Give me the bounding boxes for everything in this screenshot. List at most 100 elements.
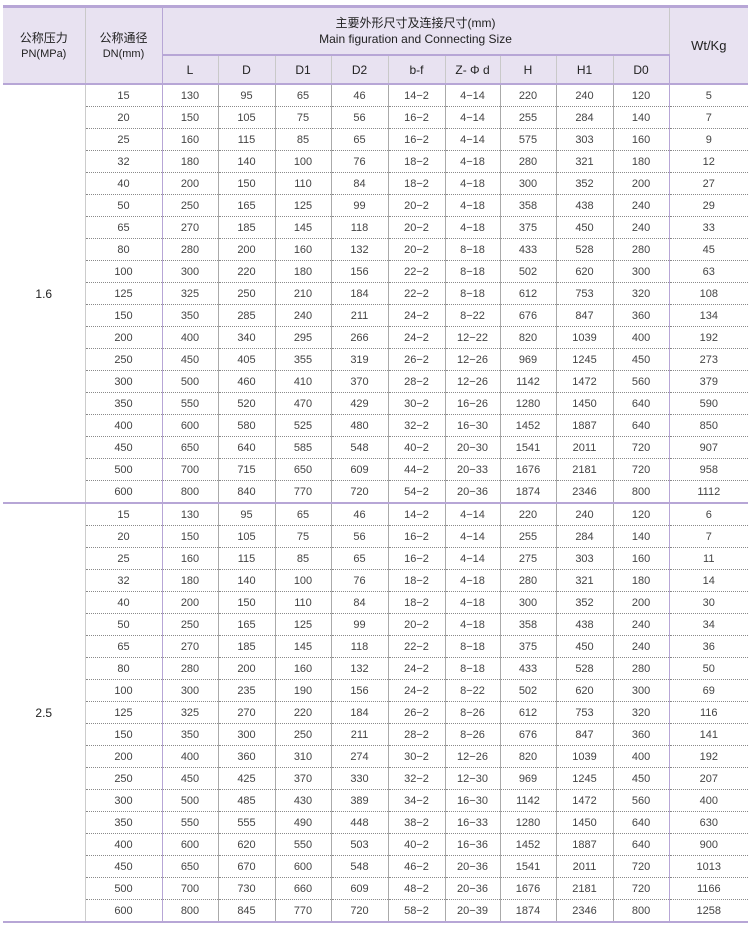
table-cell: 400 <box>85 414 163 437</box>
table-cell: 370 <box>275 767 332 790</box>
table-cell: 4−14 <box>445 503 501 526</box>
table-cell: 1280 <box>500 392 557 415</box>
table-row: 400 600 580 525 480 32−2 16−30 1452 1887 640 850 <box>3 414 749 437</box>
table-cell: 720 <box>331 899 389 923</box>
table-cell: 548 <box>331 855 389 878</box>
table-cell: 50 <box>85 194 163 217</box>
table-cell: 600 <box>85 480 163 504</box>
table-row: 300 500 460 410 370 28−2 12−26 1142 1472 560 379 <box>3 370 749 393</box>
table-cell: 1541 <box>500 855 557 878</box>
table-cell: 670 <box>218 855 276 878</box>
table-cell: 16−30 <box>445 414 501 437</box>
table-cell: 548 <box>331 436 389 459</box>
table-cell: 12−22 <box>445 326 501 349</box>
table-cell: 145 <box>275 216 332 239</box>
table-cell: 200 <box>162 591 219 614</box>
pn-header-en: PN(MPa) <box>21 47 67 60</box>
table-cell: 2181 <box>556 458 614 481</box>
table-cell: 321 <box>556 150 614 173</box>
dimension-table: 公称压力 PN(MPa) 公称通径 DN(mm) 主要外形尺寸及连接尺寸(mm)… <box>3 5 749 923</box>
table-cell: 150 <box>162 106 219 129</box>
table-cell: 400 <box>162 745 219 768</box>
table-cell: 4−14 <box>445 547 501 570</box>
table-cell: 700 <box>162 877 219 900</box>
table-cell: 4−14 <box>445 525 501 548</box>
table-cell: 32−2 <box>388 414 446 437</box>
table-cell: 1450 <box>556 392 614 415</box>
table-cell: 2346 <box>556 480 614 504</box>
table-cell: 28−2 <box>388 370 446 393</box>
table-cell: 300 <box>162 679 219 702</box>
table-cell: 200 <box>162 172 219 195</box>
table-cell: 50 <box>85 613 163 636</box>
table-cell: 165 <box>218 194 276 217</box>
table-cell: 99 <box>331 613 389 636</box>
table-cell: 1258 <box>669 899 749 923</box>
table-cell: 620 <box>556 679 614 702</box>
table-cell: 715 <box>218 458 276 481</box>
table-cell: 273 <box>669 348 749 371</box>
table-cell: 150 <box>85 304 163 327</box>
table-cell: 20−2 <box>388 613 446 636</box>
column-header: H <box>500 54 557 84</box>
table-cell: 38−2 <box>388 811 446 834</box>
table-cell: 375 <box>500 635 557 658</box>
table-cell: 2011 <box>556 436 614 459</box>
table-cell: 503 <box>331 833 389 856</box>
table-cell: 12−26 <box>445 348 501 371</box>
table-cell: 280 <box>613 657 670 680</box>
table-cell: 450 <box>613 767 670 790</box>
table-cell: 6 <box>669 503 749 526</box>
table-cell: 2181 <box>556 877 614 900</box>
table-cell: 200 <box>613 591 670 614</box>
table-cell: 120 <box>613 84 670 107</box>
table-cell: 130 <box>162 503 219 526</box>
table-cell: 525 <box>275 414 332 437</box>
table-cell: 676 <box>500 723 557 746</box>
table-cell: 118 <box>331 216 389 239</box>
table-cell: 355 <box>275 348 332 371</box>
table-cell: 220 <box>218 260 276 283</box>
table-cell: 250 <box>218 282 276 305</box>
table-cell: 150 <box>162 525 219 548</box>
table-cell: 550 <box>275 833 332 856</box>
table-cell: 250 <box>162 613 219 636</box>
table-cell: 600 <box>162 414 219 437</box>
table-cell: 192 <box>669 745 749 768</box>
table-cell: 5 <box>669 84 749 107</box>
table-row: 125 325 270 220 184 26−2 8−26 612 753 320 116 <box>3 701 749 724</box>
table-cell: 180 <box>613 150 670 173</box>
table-cell: 75 <box>275 525 332 548</box>
table-cell: 16−2 <box>388 106 446 129</box>
table-cell: 907 <box>669 436 749 459</box>
table-cell: 200 <box>218 657 276 680</box>
table-cell: 310 <box>275 745 332 768</box>
table-cell: 160 <box>275 657 332 680</box>
table-cell: 20−36 <box>445 855 501 878</box>
table-cell: 8−26 <box>445 701 501 724</box>
table-cell: 400 <box>613 745 670 768</box>
table-row: 250 450 405 355 319 26−2 12−26 969 1245 450 273 <box>3 348 749 371</box>
table-cell: 44−2 <box>388 458 446 481</box>
table-cell: 24−2 <box>388 657 446 680</box>
table-cell: 116 <box>669 701 749 724</box>
table-row: 200 400 340 295 266 24−2 12−22 820 1039 400 192 <box>3 326 749 349</box>
table-cell: 620 <box>556 260 614 283</box>
table-cell: 1874 <box>500 899 557 923</box>
column-header: D1 <box>275 54 332 84</box>
table-cell: 300 <box>613 260 670 283</box>
main-header-en: Main figuration and Connecting Size <box>319 32 512 46</box>
table-cell: 1039 <box>556 745 614 768</box>
table-cell: 4−18 <box>445 150 501 173</box>
table-cell: 12 <box>669 150 749 173</box>
table-cell: 180 <box>162 150 219 173</box>
table-header: 公称压力 PN(MPa) 公称通径 DN(mm) 主要外形尺寸及连接尺寸(mm)… <box>3 6 749 84</box>
table-cell: 255 <box>500 106 557 129</box>
table-cell: 450 <box>556 216 614 239</box>
table-cell: 820 <box>500 745 557 768</box>
table-cell: 4−18 <box>445 613 501 636</box>
table-cell: 720 <box>331 480 389 504</box>
table-cell: 207 <box>669 767 749 790</box>
table-row: 65 270 185 145 118 22−2 8−18 375 450 240 36 <box>3 635 749 658</box>
table-cell: 141 <box>669 723 749 746</box>
